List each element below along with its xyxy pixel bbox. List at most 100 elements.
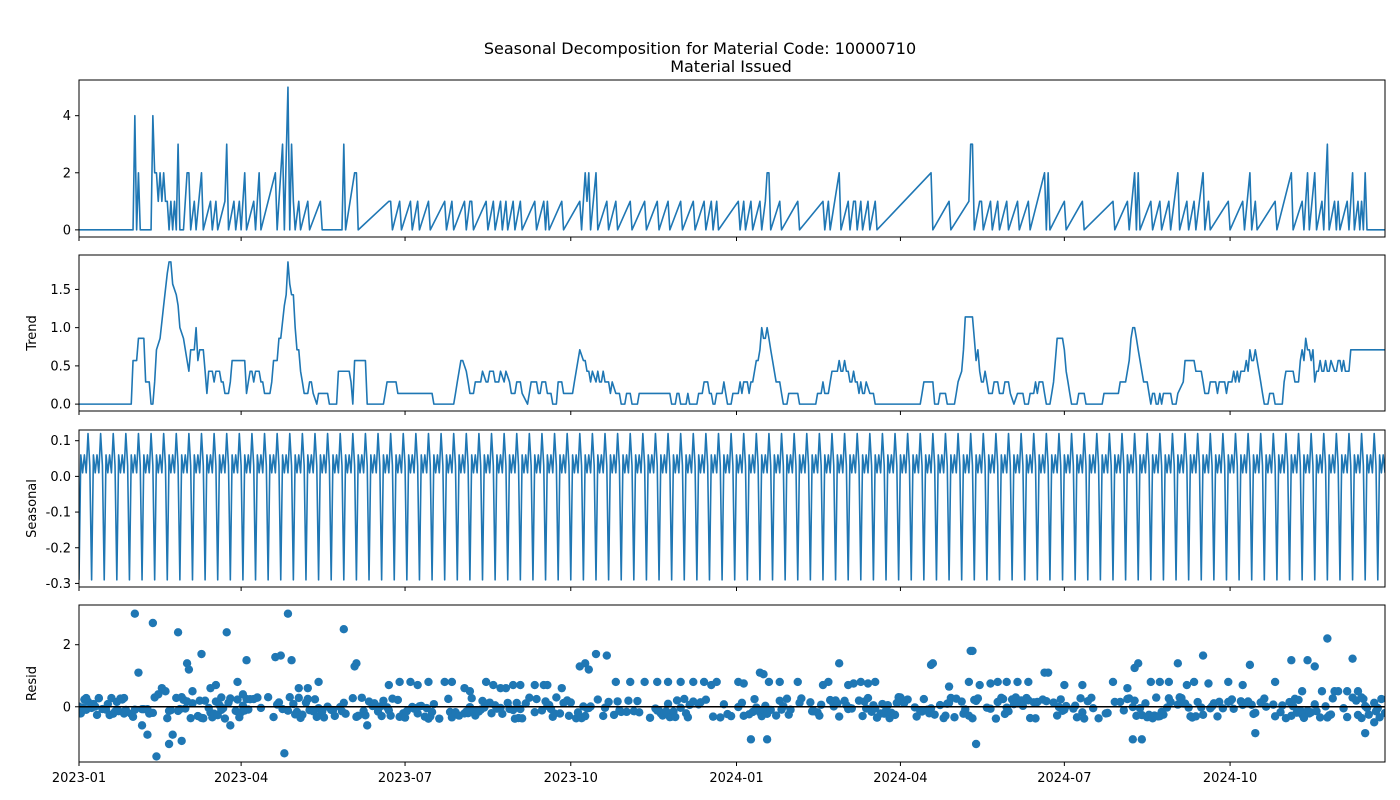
resid-panel: 0 2 2023-01 2023-04 2023-07 2023-10 2024-01 202… [25, 604, 1386, 786]
resid-point [750, 694, 759, 704]
y-axis-label: Resid [25, 666, 40, 701]
resid-point [424, 677, 433, 687]
resid-point [489, 680, 498, 690]
resid-point [1198, 710, 1208, 719]
resid-point [1076, 694, 1085, 703]
x-tick-label: 2024-10 [1203, 771, 1257, 786]
resid-point [1204, 679, 1213, 688]
resid-point [1380, 708, 1385, 718]
y-tick-label: 1.0 [50, 321, 71, 336]
resid-point [1108, 677, 1118, 687]
resid-point [903, 695, 912, 704]
resid-point [330, 711, 339, 721]
seasonal-panel: 0.1 0.0 -0.1 -0.2 -0.3 Seasonal [25, 429, 1386, 592]
resid-point [564, 711, 574, 721]
resid-point [847, 704, 856, 713]
resid-point [640, 677, 649, 687]
resid-point [217, 693, 226, 702]
resid-point [993, 677, 1002, 687]
resid-point [746, 735, 756, 744]
resid-point [593, 695, 602, 704]
resid-point [676, 677, 685, 687]
resid-point [1155, 677, 1165, 687]
resid-point [584, 665, 593, 674]
resid-point [806, 698, 815, 707]
resid-point [739, 679, 748, 688]
resid-point [154, 690, 163, 699]
resid-point [1070, 701, 1080, 710]
resid-point [701, 695, 711, 704]
resid-point [1310, 662, 1319, 671]
resid-point [386, 711, 395, 720]
resid-point [1123, 683, 1132, 693]
resid-point [591, 649, 601, 659]
resid-point [964, 677, 974, 687]
resid-point [530, 680, 539, 690]
resid-point [303, 694, 312, 704]
y-tick-label: 2 [63, 638, 71, 653]
resid-point [599, 711, 608, 721]
resid-point [1326, 710, 1336, 719]
trend-panel: 0.0 0.5 1.0 1.5 Trend [25, 254, 1386, 415]
resid-point [1276, 707, 1285, 717]
resid-point [137, 721, 147, 730]
resid-point [1317, 687, 1327, 696]
resid-point [92, 710, 102, 720]
resid-point [233, 695, 242, 704]
resid-point [1002, 677, 1011, 687]
resid-point [663, 699, 673, 708]
resid-point [1294, 695, 1303, 705]
resid-point [280, 749, 289, 758]
resid-point [164, 739, 174, 749]
resid-point [294, 683, 303, 693]
resid-point [930, 710, 939, 719]
resid-point [1146, 677, 1156, 687]
resid-point [611, 677, 621, 687]
resid-point [708, 712, 718, 721]
resid-point [1130, 696, 1139, 705]
resid-point [863, 679, 873, 688]
resid-point [653, 677, 662, 687]
resid-point [478, 696, 487, 706]
resid-point [200, 696, 210, 705]
resid-point [1141, 699, 1150, 708]
resid-point [968, 646, 977, 656]
resid-point [1191, 712, 1201, 721]
resid-point [1251, 728, 1260, 738]
resid-point [1184, 703, 1193, 712]
resid-point [395, 677, 404, 687]
resid-point [427, 707, 437, 717]
x-tick-label: 2023-01 [52, 771, 106, 786]
resid-point [303, 683, 312, 693]
resid-point [1287, 656, 1296, 665]
resid-point [287, 656, 296, 665]
resid-point [883, 701, 893, 710]
resid-point [998, 694, 1008, 704]
resid-point [168, 730, 177, 739]
resid-point [863, 693, 873, 703]
y-axis-label: Trend [25, 315, 40, 352]
resid-point [319, 713, 329, 722]
resid-point [393, 695, 403, 705]
resid-point [128, 712, 138, 721]
resid-point [1260, 694, 1269, 703]
resid-point [444, 694, 453, 704]
resid-point [1078, 680, 1087, 690]
resid-point [991, 714, 1001, 723]
resid-point [186, 713, 195, 723]
series-line [79, 432, 1385, 581]
resid-point [716, 713, 725, 722]
resid-point [508, 680, 518, 690]
y-tick-label: 0 [63, 700, 71, 715]
resid-point [413, 680, 422, 690]
resid-point [986, 704, 995, 713]
resid-point [1353, 687, 1363, 696]
y-tick-label: 2 [63, 166, 71, 181]
resid-point [1115, 697, 1125, 707]
resid-point [1137, 735, 1147, 744]
resid-point [672, 696, 682, 705]
resid-point [633, 696, 642, 706]
x-tick-label: 2024-07 [1037, 771, 1091, 786]
resid-point [516, 680, 525, 690]
